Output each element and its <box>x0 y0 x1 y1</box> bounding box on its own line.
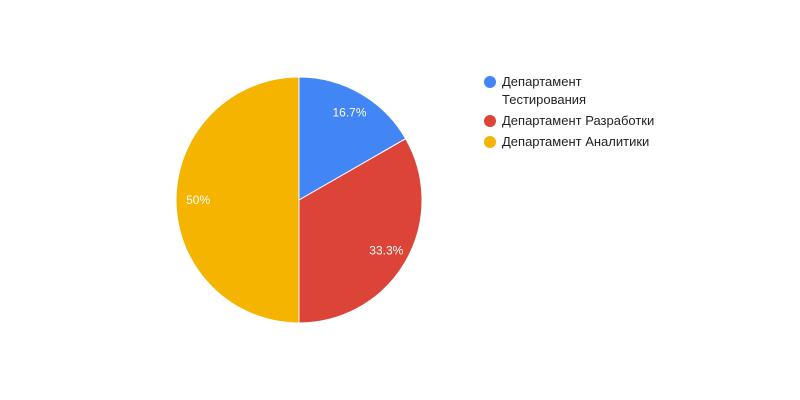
legend-label: Департамент <box>502 74 582 89</box>
legend-label: Департамент Разработки <box>502 113 654 128</box>
legend: Департамент Тестирования Департамент Разра… <box>484 74 654 149</box>
legend-swatch <box>484 76 496 88</box>
slice-data-label: 50% <box>186 193 210 207</box>
legend-swatch <box>484 136 496 148</box>
pie-slice <box>298 138 423 324</box>
legend-label: Тестирования <box>502 92 586 107</box>
pie-slices <box>175 76 423 324</box>
legend-item: Департамент Аналитики <box>484 134 649 149</box>
slice-data-label: 16.7% <box>333 106 367 120</box>
legend-swatch <box>484 115 496 127</box>
legend-label: Департамент Аналитики <box>502 134 649 149</box>
legend-item: Департамент Разработки <box>484 113 654 128</box>
slice-data-label: 33.3% <box>369 244 403 258</box>
pie-slice <box>175 76 300 324</box>
pie-slice-labels: 16.7% 33.3% 50% <box>186 106 404 258</box>
pie-slice <box>298 76 407 201</box>
legend-item: Департамент Тестирования <box>484 74 586 107</box>
